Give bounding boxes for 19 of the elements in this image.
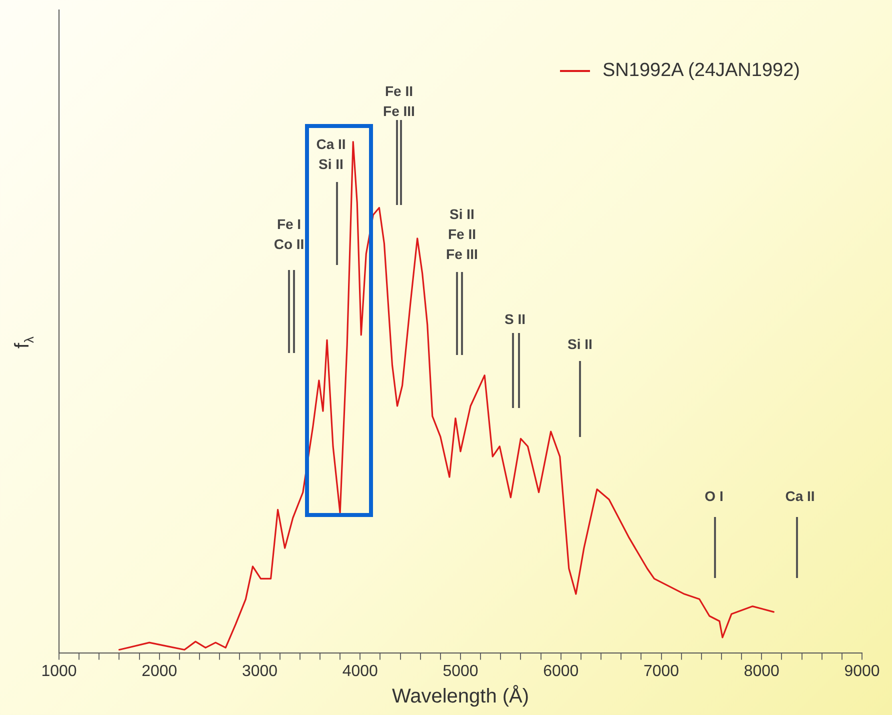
- annotation: S II: [504, 310, 526, 329]
- annotation: Ca II Si II: [316, 135, 346, 174]
- annotation: Fe I Co II: [274, 215, 304, 254]
- annotation: O I: [704, 487, 724, 506]
- x-tick-label: 4000: [342, 662, 378, 680]
- x-tick-label: 3000: [242, 662, 278, 680]
- x-tick-label: 2000: [142, 662, 178, 680]
- text: Fe II Fe III: [383, 82, 415, 121]
- x-tick-label: 8000: [744, 662, 780, 680]
- annotation: Si II Fe II Fe III: [446, 205, 478, 264]
- x-tick-label: 6000: [543, 662, 579, 680]
- legend-label: SN1992A (24JAN1992): [602, 60, 800, 82]
- annotation: Ca II: [785, 487, 815, 506]
- x-tick-label: 9000: [844, 662, 880, 680]
- x-axis-title: Wavelength (Å): [392, 684, 530, 708]
- x-tick-label: 5000: [442, 662, 478, 680]
- x-tick-label: 7000: [643, 662, 680, 680]
- annotation: Si II: [568, 335, 592, 354]
- x-tick-label: 1000: [41, 662, 77, 680]
